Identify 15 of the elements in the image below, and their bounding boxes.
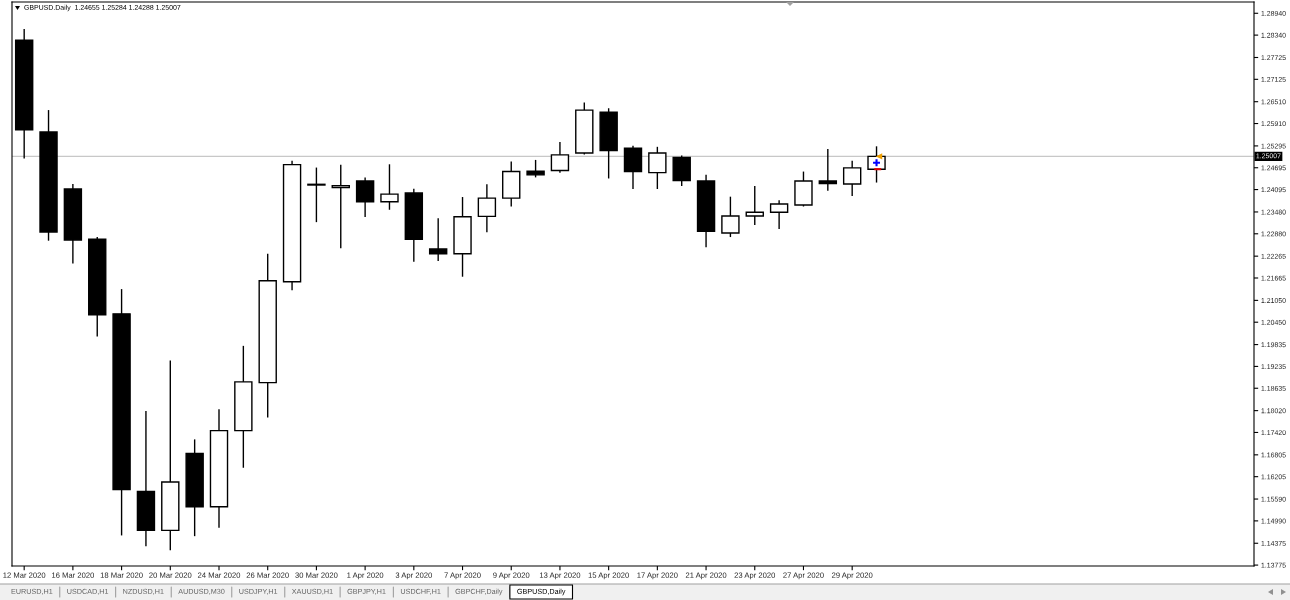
candlestick	[648, 146, 667, 190]
candlestick	[818, 148, 838, 192]
candlestick	[355, 176, 375, 218]
candlestick	[380, 163, 399, 211]
candlestick	[550, 141, 570, 174]
candlestick	[623, 145, 643, 190]
candlestick	[721, 195, 740, 238]
candlestick	[745, 185, 764, 226]
candlestick	[769, 199, 789, 230]
candlestick	[842, 159, 862, 197]
candlestick	[477, 183, 497, 234]
candlestick	[307, 166, 326, 223]
candlestick	[428, 217, 448, 262]
candlestick	[331, 163, 350, 250]
candlestick	[672, 154, 691, 187]
